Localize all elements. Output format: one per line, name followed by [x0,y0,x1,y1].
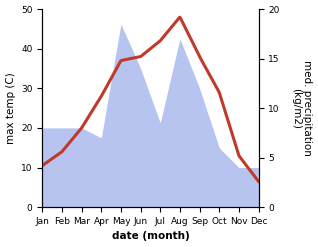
Y-axis label: max temp (C): max temp (C) [5,72,16,144]
Y-axis label: med. precipitation
(kg/m2): med. precipitation (kg/m2) [291,60,313,156]
X-axis label: date (month): date (month) [112,231,189,242]
